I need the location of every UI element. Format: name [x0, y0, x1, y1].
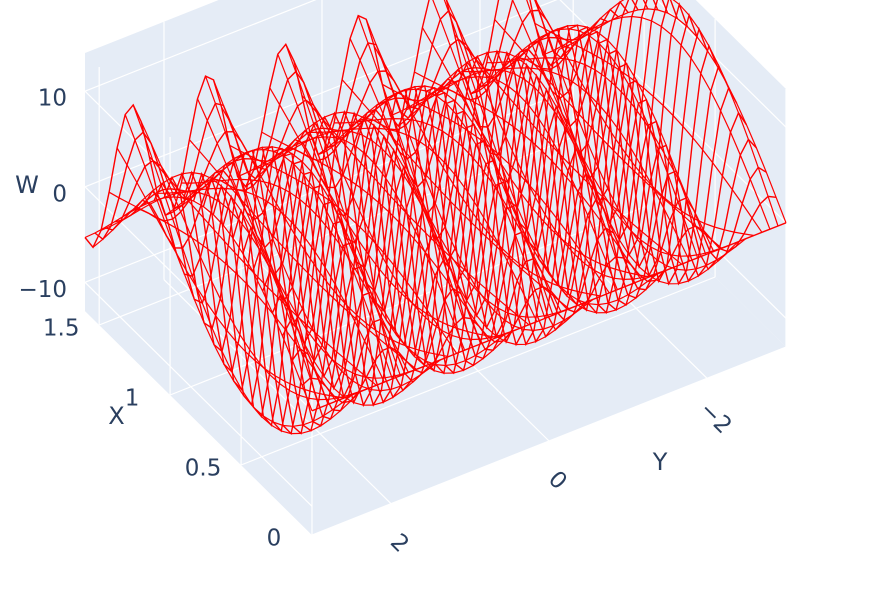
surface-line-y	[212, 79, 441, 392]
floor-gridline-y	[479, 153, 708, 379]
x-tick-label: 1.5	[43, 316, 80, 342]
surface-line-x	[212, 2, 688, 419]
surface-line-y	[261, 131, 490, 342]
surface-line-x	[232, 26, 708, 433]
surface-line-y	[421, 27, 650, 278]
surface-line-y	[108, 191, 337, 402]
surface-line-y	[511, 0, 730, 257]
surface-line-y	[124, 114, 353, 427]
surface-line-y	[526, 0, 739, 285]
surface-line-y	[478, 24, 707, 255]
surface-line-y	[293, 60, 522, 341]
surface-line-y	[277, 53, 506, 367]
surface-line-y	[173, 146, 401, 376]
x-axis-title: X	[108, 402, 124, 430]
surface-line-x	[242, 43, 718, 436]
surface-line-y	[237, 136, 466, 351]
surface-line-x	[133, 17, 609, 249]
surface-line-y	[406, 69, 634, 284]
surface-line-y	[534, 22, 763, 233]
surface-line-y	[357, 15, 586, 346]
surface-line-x	[311, 222, 787, 412]
surface-line-y	[229, 144, 458, 354]
surface-line-y	[132, 104, 361, 435]
surface-line-y	[181, 178, 409, 373]
surface-line-y	[349, 38, 578, 318]
surface-line-y	[84, 196, 313, 412]
surface-line-y	[534, 0, 754, 237]
z-tick-label: 0	[52, 181, 67, 207]
axis-titles: X Y W	[15, 171, 668, 476]
surface-line-y	[486, 57, 715, 252]
surface-line-y	[269, 87, 497, 339]
surface-line-y	[494, 19, 723, 249]
back-gridline-z	[84, 0, 317, 92]
surface-line-x	[252, 63, 728, 435]
surface-line-y	[414, 71, 642, 281]
z-axis-title: W	[15, 171, 39, 199]
surface-line-y	[100, 191, 329, 405]
surface-line-y	[317, 88, 546, 319]
z-tick-label: −10	[18, 277, 67, 303]
surface-line-y	[470, 28, 699, 258]
surface-line-y	[382, 83, 610, 294]
surface-line-y	[365, 18, 594, 332]
surface-line-y	[196, 98, 425, 379]
surface-line-y	[390, 75, 618, 290]
surface-line-y	[140, 121, 369, 401]
surface-line-y	[325, 85, 554, 316]
surface-line-y	[253, 130, 482, 345]
y-tick-label: 0	[543, 466, 572, 495]
surface-line-y	[204, 75, 433, 406]
x-tick-label: 0	[267, 526, 282, 552]
surface-line-y	[221, 106, 449, 358]
surface-line-y	[462, 67, 691, 262]
surface-line-y	[285, 44, 514, 374]
surface-line-y	[309, 127, 538, 322]
left-gridline-z	[84, 281, 313, 507]
y-axis-title: Y	[652, 448, 668, 476]
surface-line-y	[334, 117, 562, 313]
y-tick-label: −2	[694, 397, 736, 439]
surface-line-x	[94, 0, 570, 241]
x-tick-label: 0.5	[185, 456, 222, 482]
surface-line-y	[432, 0, 658, 306]
surface-line-x	[202, 0, 679, 407]
y-tick-label: 2	[385, 529, 414, 558]
surface-wireframe	[84, 0, 787, 436]
back-gridline-z	[84, 0, 558, 188]
surface-line-x	[262, 86, 738, 432]
surface-line-y	[445, 0, 674, 281]
surface-line-y	[116, 147, 345, 399]
surface-line-y	[157, 187, 385, 383]
surface-line-y	[542, 15, 771, 230]
x-tick-label: 1	[125, 386, 140, 412]
surface-line-y	[164, 148, 393, 380]
z-tick-label: 10	[38, 86, 67, 112]
surface-line-y	[373, 45, 602, 297]
surface-line-y	[558, 8, 787, 224]
